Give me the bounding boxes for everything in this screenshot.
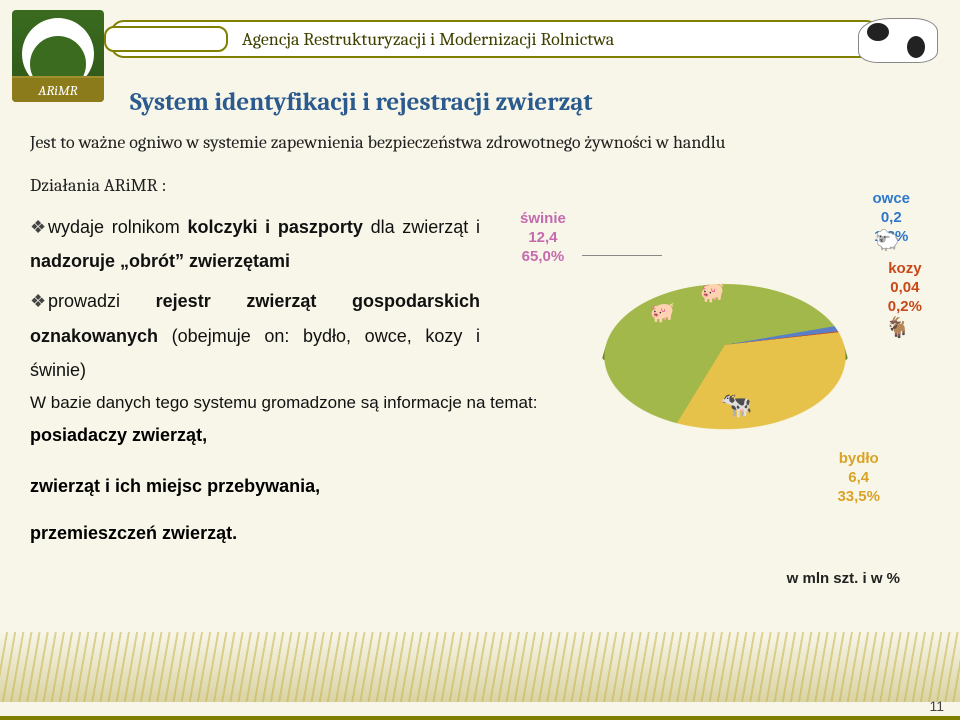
footer-bar xyxy=(0,716,960,720)
cow-image xyxy=(858,8,948,68)
page-number: 11 xyxy=(929,698,944,714)
logo-text: ARiMR xyxy=(12,76,104,102)
agency-name: Agencja Restrukturyzacji i Modernizacji … xyxy=(242,29,614,50)
pig-icon: 🐖 xyxy=(650,300,675,324)
label-name: owce xyxy=(872,190,910,209)
b1-pre: wydaje rolnikom xyxy=(48,217,187,237)
pig-icon: 🐖 xyxy=(700,280,725,304)
sheep-icon: 🐑 xyxy=(875,228,900,252)
bullet-icon: ❖ xyxy=(30,210,42,244)
label-pct: 65,0% xyxy=(522,248,565,265)
bullet-1: ❖ wydaje rolnikom kolczyki i paszporty dl… xyxy=(30,210,480,278)
animal-pie-chart: świnie 12,4 65,0% owce 0,2 1,3% kozy 0,0… xyxy=(520,200,940,510)
bullet-icon: ❖ xyxy=(30,284,42,318)
agency-banner: Agencja Restrukturyzacji i Modernizacji … xyxy=(110,20,880,58)
intro-text: Jest to ważne ogniwo w systemie zapewnie… xyxy=(30,132,930,153)
goat-icon: 🐐 xyxy=(885,315,910,339)
b2-pre: prowadzi xyxy=(48,291,156,311)
label-value: 12,4 xyxy=(528,229,557,246)
subheading: Działania ARiMR : xyxy=(30,175,930,196)
b1-bold: kolczyki i paszporty xyxy=(187,217,362,237)
b1-bold2: nadzoruje „obrót” zwierzętami xyxy=(30,251,290,271)
label-value: 6,4 xyxy=(848,469,869,486)
b1-post: dla zwierząt i xyxy=(363,217,480,237)
label-name: bydło xyxy=(837,450,880,469)
wheat-decoration xyxy=(0,632,960,702)
label-pct: 33,5% xyxy=(837,488,880,505)
pie-label-swinie: świnie 12,4 65,0% xyxy=(520,210,566,266)
bullet-2: ❖prowadzi rejestr zwierząt gospodarskich… xyxy=(30,284,480,387)
label-name: kozy xyxy=(888,260,922,279)
label-value: 0,04 xyxy=(890,279,919,296)
arimr-logo: ARiMR xyxy=(12,10,104,102)
pie-label-bydlo: bydło 6,4 33,5% xyxy=(837,450,880,506)
label-name: świnie xyxy=(520,210,566,229)
page-title: System identyfikacji i rejestracji zwier… xyxy=(130,88,592,117)
pie-label-kozy: kozy 0,04 0,2% xyxy=(888,260,922,316)
label-value: 0,2 xyxy=(881,209,902,226)
chart-unit-note: w mln szt. i w % xyxy=(787,570,900,587)
cow-icon: 🐄 xyxy=(720,390,752,420)
list-item: przemieszczeń zwierząt. xyxy=(30,523,930,544)
label-pct: 0,2% xyxy=(888,298,922,315)
